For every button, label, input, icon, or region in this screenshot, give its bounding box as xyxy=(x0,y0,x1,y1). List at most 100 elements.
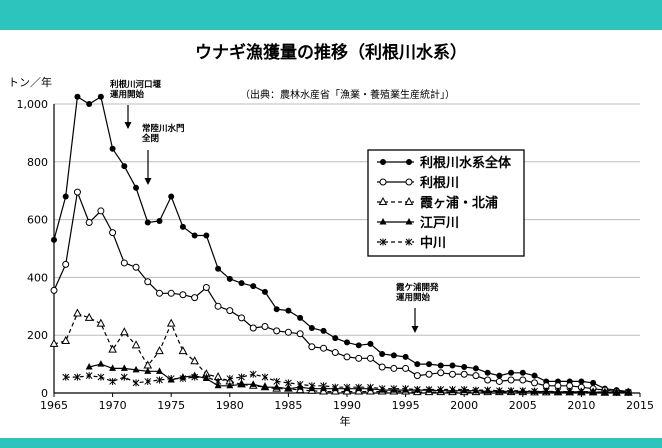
legend-entry: 利根川水系全体 xyxy=(377,155,512,171)
data-point xyxy=(519,369,526,376)
legend-entry: 中川 xyxy=(377,235,446,251)
data-point xyxy=(155,367,163,374)
data-point xyxy=(355,383,363,391)
data-point xyxy=(320,327,327,334)
data-point xyxy=(406,159,412,165)
data-point xyxy=(85,372,93,380)
data-point xyxy=(355,342,362,349)
data-point xyxy=(566,388,574,396)
data-point xyxy=(355,354,363,362)
data-point xyxy=(84,312,94,321)
data-point xyxy=(120,373,128,381)
data-point xyxy=(238,373,245,381)
data-point xyxy=(402,364,410,372)
data-point xyxy=(261,288,268,295)
data-point xyxy=(238,380,246,387)
y-tick-label: 800 xyxy=(27,156,48,169)
data-point xyxy=(62,193,69,200)
annotation-text: 運用開始 xyxy=(396,292,431,303)
x-tick-label: 2015 xyxy=(626,399,654,412)
data-point xyxy=(378,363,386,371)
x-tick-label: 1970 xyxy=(99,399,127,412)
data-point xyxy=(578,388,585,396)
data-point xyxy=(378,196,388,205)
data-point xyxy=(167,375,175,383)
data-point xyxy=(261,373,269,381)
x-tick-label: 2005 xyxy=(509,399,537,412)
data-point xyxy=(49,338,59,347)
data-point xyxy=(73,188,81,196)
legend-entry: 江戸川 xyxy=(377,215,459,231)
data-point xyxy=(613,388,620,396)
data-point xyxy=(554,388,562,396)
data-point xyxy=(344,339,350,346)
data-point xyxy=(519,387,527,395)
data-point xyxy=(285,307,292,314)
x-tick-label: 2000 xyxy=(450,399,478,412)
annotation-arrowhead xyxy=(124,122,132,129)
data-point xyxy=(74,373,81,381)
data-point xyxy=(120,259,128,267)
data-point xyxy=(378,385,386,393)
data-point xyxy=(132,365,140,373)
data-point xyxy=(62,260,70,268)
x-tick-label: 1965 xyxy=(40,399,68,412)
data-point xyxy=(238,314,246,322)
legend-label: 中川 xyxy=(420,235,446,251)
data-point xyxy=(284,328,292,336)
data-point xyxy=(448,370,456,378)
data-point xyxy=(589,388,597,396)
data-point xyxy=(203,232,210,239)
y-tick-label: 400 xyxy=(27,271,48,284)
data-point xyxy=(496,372,503,379)
data-point xyxy=(426,361,433,368)
data-point xyxy=(366,354,374,362)
data-point xyxy=(51,236,57,243)
data-point xyxy=(226,375,234,383)
data-point xyxy=(320,344,328,352)
data-point xyxy=(484,376,492,384)
data-point xyxy=(472,386,480,394)
data-point xyxy=(531,379,539,387)
data-point xyxy=(191,294,199,302)
data-point xyxy=(96,318,106,327)
series-line xyxy=(53,312,629,394)
legend-label: 霞ヶ浦・北浦 xyxy=(420,195,498,211)
data-point xyxy=(590,379,597,386)
data-point xyxy=(273,327,281,335)
data-point xyxy=(320,382,327,390)
data-point xyxy=(85,362,93,370)
data-point xyxy=(308,382,316,390)
annotation-text: 利根川河口堰 xyxy=(109,79,162,90)
data-point xyxy=(250,283,257,290)
data-point xyxy=(405,238,413,246)
data-point xyxy=(190,356,199,365)
data-point xyxy=(73,308,82,317)
data-point xyxy=(131,340,141,349)
data-point xyxy=(405,218,413,225)
legend-entry: 利根川 xyxy=(377,175,459,191)
data-point xyxy=(61,335,71,344)
data-point xyxy=(108,344,117,353)
data-point xyxy=(178,346,188,355)
data-point xyxy=(296,380,304,388)
data-point xyxy=(624,388,632,396)
data-point xyxy=(379,178,387,186)
data-point xyxy=(449,386,456,394)
data-point xyxy=(519,376,527,384)
series-group xyxy=(50,188,632,396)
x-tick-label: 1985 xyxy=(274,399,302,412)
data-point xyxy=(332,335,339,342)
chart-title: ウナギ漁獲量の推移（利根川水系） xyxy=(195,43,467,63)
data-point xyxy=(542,387,550,395)
data-point xyxy=(425,386,433,394)
data-point xyxy=(109,364,117,371)
data-point xyxy=(379,238,387,246)
data-point xyxy=(402,353,409,360)
data-point xyxy=(144,367,152,374)
data-point xyxy=(308,324,315,331)
data-point xyxy=(507,376,515,384)
x-tick-label: 1975 xyxy=(157,399,185,412)
data-point xyxy=(214,381,222,389)
